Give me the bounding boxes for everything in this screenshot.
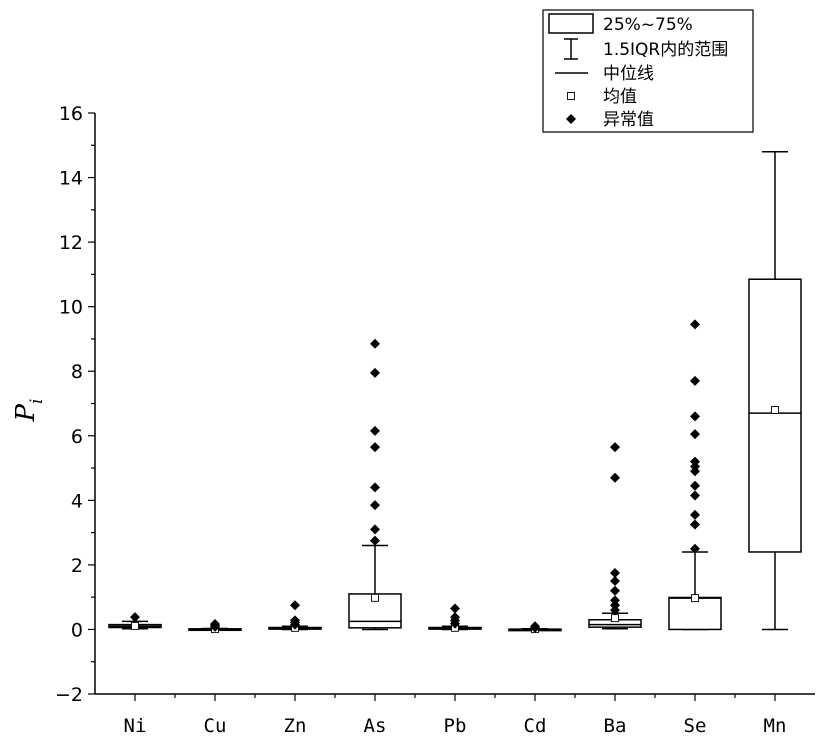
outlier-point xyxy=(370,338,380,349)
outlier-point xyxy=(690,490,700,501)
outlier-point xyxy=(370,482,380,493)
x-tick-label: Cu xyxy=(204,715,227,737)
box-group-pb xyxy=(428,603,482,632)
outlier-point xyxy=(690,519,700,530)
iqr-box xyxy=(668,596,722,631)
outlier-point xyxy=(290,615,300,626)
outlier-point xyxy=(610,576,620,587)
x-tick-label: Ni xyxy=(124,715,147,737)
outlier-point xyxy=(610,585,620,596)
box-group-zn xyxy=(268,600,322,632)
outlier-point xyxy=(690,375,700,386)
mean-marker xyxy=(771,406,779,414)
outlier-point xyxy=(690,429,700,440)
outlier-point xyxy=(690,509,700,520)
outlier-point xyxy=(130,612,140,623)
outlier-point xyxy=(690,319,700,330)
legend-median-label: 中位线 xyxy=(603,64,654,84)
box-group-mn xyxy=(748,150,802,631)
y-tick-label: 8 xyxy=(71,361,83,383)
outlier-point xyxy=(290,600,300,611)
box-group-ni xyxy=(108,612,162,630)
x-tick-label: Pb xyxy=(444,715,467,737)
outlier-point xyxy=(530,621,540,632)
outlier-point xyxy=(610,595,620,606)
y-tick-label: 6 xyxy=(71,426,83,448)
x-tick-label: Se xyxy=(684,715,707,737)
outlier-point xyxy=(690,456,700,467)
x-tick-label: Mn xyxy=(764,715,787,737)
y-tick-label: 14 xyxy=(59,168,83,190)
x-axis-ticks: Ni Cu Zn As Pb Cd Ba Se Mn xyxy=(124,694,787,737)
y-tick-label: 10 xyxy=(59,297,83,319)
outlier-point xyxy=(370,442,380,453)
legend-box-label: 25%~75% xyxy=(603,15,693,35)
outlier-point xyxy=(610,472,620,483)
legend-mean-label: 均值 xyxy=(603,87,637,107)
outlier-point xyxy=(610,567,620,578)
outlier-point xyxy=(450,612,460,623)
y-tick-label: 2 xyxy=(71,555,83,577)
box-group-se xyxy=(668,319,722,631)
outlier-point xyxy=(370,367,380,378)
y-tick-label: 4 xyxy=(71,490,83,512)
boxes xyxy=(108,150,802,634)
outlier-point xyxy=(690,411,700,422)
y-axis-ticks: −2 0 2 4 6 8 10 12 14 16 xyxy=(55,103,95,706)
outlier-point xyxy=(690,480,700,491)
outlier-point xyxy=(450,603,460,614)
box-group-as xyxy=(348,338,402,631)
legend: 25%~75% 1.5IQR内的范围 中位线 均值 异常值 xyxy=(542,9,754,133)
mean-marker xyxy=(691,594,699,603)
mean-marker xyxy=(611,614,619,623)
legend-outlier-label: 异常值 xyxy=(603,110,654,130)
box-group-cd xyxy=(508,621,562,634)
legend-box-symbol xyxy=(548,13,594,34)
outlier-point xyxy=(370,425,380,436)
mean-marker xyxy=(371,593,379,602)
y-tick-label: 0 xyxy=(71,619,83,641)
x-tick-label: Zn xyxy=(284,715,307,737)
x-tick-label: Ba xyxy=(604,715,627,737)
y-axis-label-sub: i xyxy=(27,399,47,404)
y-tick-label: −2 xyxy=(55,684,83,706)
outlier-point xyxy=(210,618,220,629)
box-group-cu xyxy=(188,618,242,634)
outlier-point xyxy=(370,535,380,546)
y-tick-label: 16 xyxy=(59,103,83,125)
iqr-box xyxy=(748,278,802,553)
outlier-point xyxy=(690,543,700,554)
y-axis-label: Pi xyxy=(11,399,47,423)
outlier-point xyxy=(370,524,380,535)
y-tick-label: 12 xyxy=(59,232,83,254)
legend-whisker-label: 1.5IQR内的范围 xyxy=(603,40,728,60)
legend-mean-symbol xyxy=(567,92,575,100)
outlier-point xyxy=(610,442,620,453)
y-axis-label-main: P xyxy=(11,403,41,422)
mean-marker xyxy=(131,621,139,630)
legend-whisker-symbol xyxy=(564,38,578,60)
x-tick-label: As xyxy=(364,715,387,737)
outlier-point xyxy=(370,500,380,511)
x-tick-label: Cd xyxy=(524,715,547,737)
box-group-ba xyxy=(588,442,642,630)
legend-outlier-symbol xyxy=(566,114,576,124)
